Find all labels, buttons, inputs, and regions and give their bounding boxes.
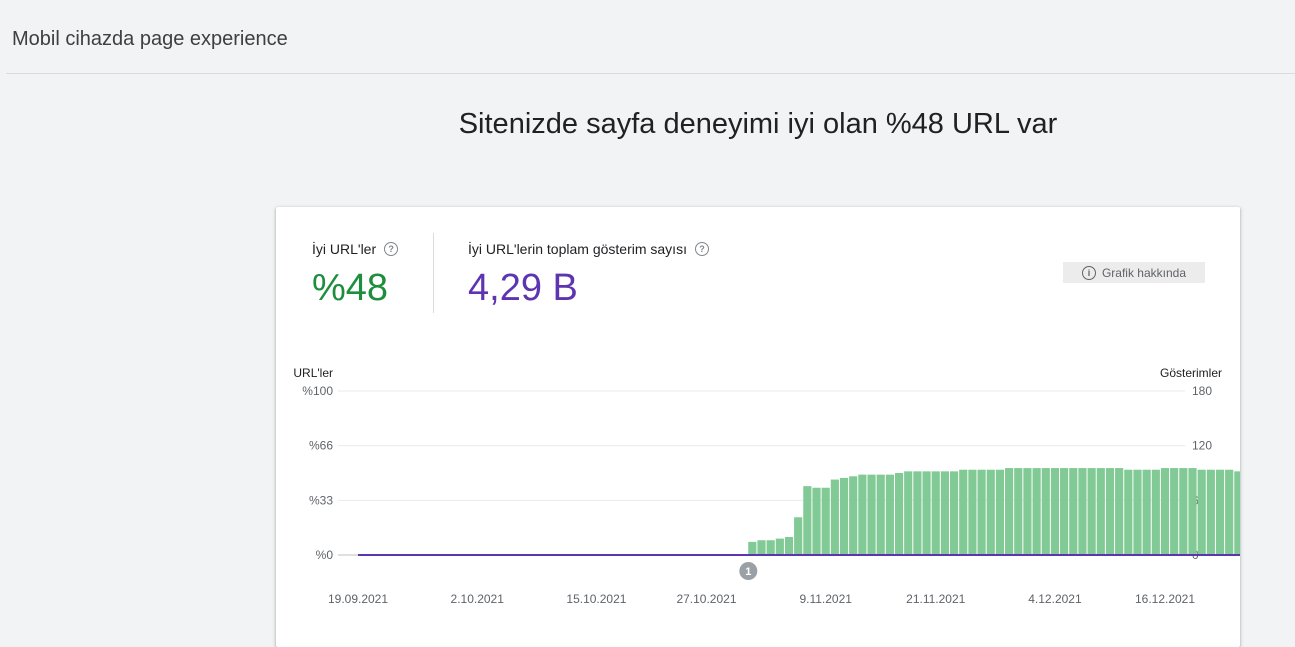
annotation-marker: [739, 562, 758, 580]
bar: [1096, 468, 1105, 555]
x-tick-label: 2.10.2021: [451, 592, 505, 606]
bar: [986, 469, 995, 555]
bar: [867, 474, 876, 555]
metric-impressions-label: İyi URL'lerin toplam gösterim sayısı: [468, 241, 687, 257]
bar: [794, 517, 803, 555]
bar: [1060, 468, 1069, 555]
bar: [977, 469, 986, 555]
bar: [1188, 468, 1197, 555]
metric-impressions-value: 4,29 B: [468, 267, 578, 309]
bar: [1023, 468, 1032, 555]
header-divider: [6, 73, 1295, 74]
summary-headline: Sitenizde sayfa deneyimi iyi olan %48 UR…: [458, 108, 1058, 140]
bar: [1225, 469, 1234, 555]
about-chart-button[interactable]: i Grafik hakkında: [1063, 262, 1205, 283]
bar: [1041, 468, 1050, 555]
bar: [812, 487, 821, 555]
x-tick-label: 19.09.2021: [328, 592, 388, 606]
bar: [1014, 468, 1023, 555]
bar: [849, 476, 858, 555]
x-tick-label: 4.12.2021: [1028, 592, 1082, 606]
info-icon: i: [1081, 265, 1096, 280]
bar: [885, 474, 894, 555]
bar: [1115, 468, 1124, 555]
x-tick-label: 21.11.2021: [906, 592, 965, 606]
left-tick-label: %66: [309, 439, 333, 453]
bar: [1078, 468, 1087, 555]
right-axis-label: Gösterimler: [1160, 366, 1222, 380]
right-tick-label: 180: [1192, 384, 1212, 398]
bar: [894, 473, 904, 555]
bar: [1206, 469, 1215, 555]
bar: [821, 487, 830, 555]
bar: [1197, 469, 1206, 555]
bar: [1142, 469, 1151, 555]
bar: [1215, 469, 1225, 555]
bar: [784, 536, 794, 555]
bar: [876, 474, 885, 555]
bar: [995, 469, 1005, 555]
left-tick-label: %100: [302, 384, 333, 398]
bar: [968, 469, 977, 555]
page-header: Mobil cihazda page experience: [0, 0, 1295, 74]
left-tick-label: %0: [316, 548, 334, 562]
bar: [922, 471, 931, 555]
right-tick-label: 120: [1192, 439, 1212, 453]
bar: [1124, 469, 1133, 555]
help-icon[interactable]: ?: [694, 242, 709, 256]
metric-good-urls[interactable]: İyi URL'ler ? %48: [312, 241, 399, 310]
bar: [1032, 468, 1041, 555]
metric-impressions[interactable]: İyi URL'lerin toplam gösterim sayısı ? 4…: [468, 241, 709, 310]
bar: [757, 540, 766, 555]
bar: [959, 469, 968, 555]
x-tick-label: 27.10.2021: [676, 592, 736, 606]
impressions-chart: %100180%66120%3360%00URL'lerGösterimler1…: [293, 366, 1240, 606]
bar: [949, 471, 959, 555]
bar: [904, 471, 913, 555]
bar: [913, 471, 922, 555]
left-tick-label: %33: [309, 493, 333, 507]
bar: [839, 477, 849, 555]
bar: [1005, 468, 1014, 555]
bar: [1170, 468, 1179, 555]
bar: [803, 486, 812, 555]
report-card: İyi URL'ler ? %48 İyi URL'lerin toplam g…: [276, 207, 1240, 647]
annotation-label: 1: [745, 566, 751, 578]
bar: [858, 474, 867, 555]
bar: [748, 541, 757, 555]
impressions-line: [358, 554, 1240, 556]
bar: [830, 479, 839, 555]
metric-good-urls-value: %48: [312, 267, 389, 309]
bar: [1179, 468, 1188, 555]
x-tick-label: 15.10.2021: [566, 592, 626, 606]
bar: [1087, 468, 1096, 555]
bar: [1050, 468, 1060, 555]
bar: [931, 471, 940, 555]
bar: [1151, 469, 1160, 555]
bar: [1105, 468, 1115, 555]
page-title: Mobil cihazda page experience: [12, 28, 288, 50]
x-tick-label: 9.11.2021: [799, 592, 852, 606]
metric-divider: [433, 233, 434, 313]
bar: [1234, 471, 1240, 555]
bar: [1160, 468, 1170, 555]
bar: [1133, 469, 1142, 555]
bar: [1069, 468, 1078, 555]
x-tick-label: 16.12.2021: [1135, 592, 1195, 606]
bar: [766, 540, 775, 555]
metric-good-urls-label: İyi URL'ler: [312, 241, 377, 257]
bar: [775, 538, 784, 555]
left-axis-label: URL'ler: [293, 366, 333, 380]
about-chart-label: Grafik hakkında: [1101, 265, 1187, 280]
bar: [940, 471, 949, 555]
help-icon[interactable]: ?: [384, 242, 399, 256]
